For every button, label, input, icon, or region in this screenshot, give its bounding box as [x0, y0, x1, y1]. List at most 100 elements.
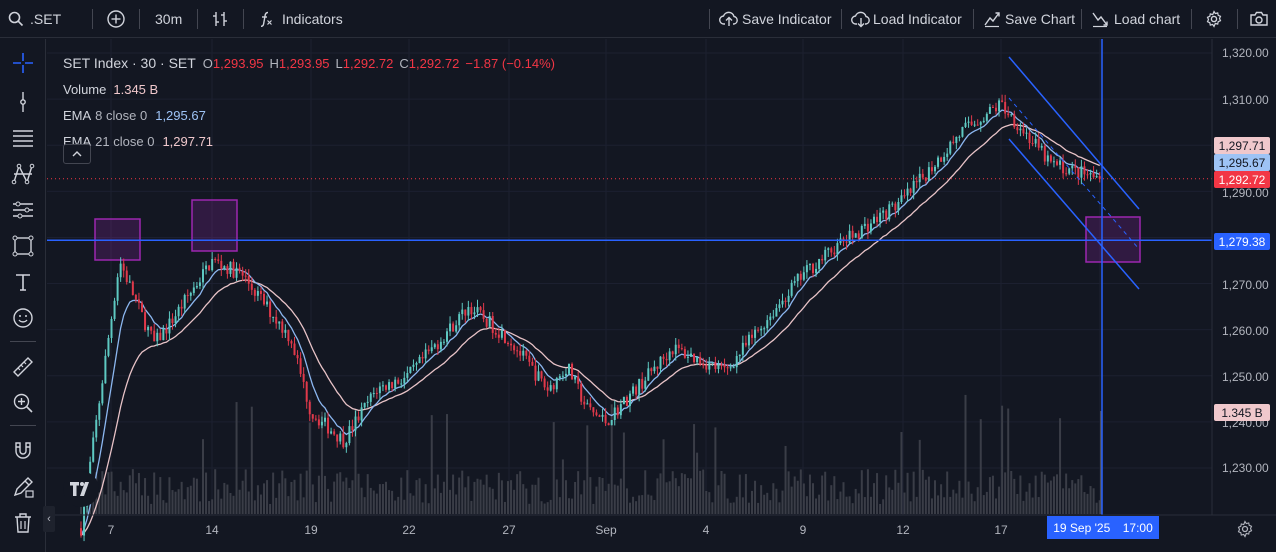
volume-bar [1049, 480, 1052, 514]
volume-bar [854, 488, 857, 514]
candle-body [708, 362, 711, 370]
date-tick: 27 [502, 523, 516, 537]
volume-bar [128, 475, 131, 514]
candle-body [522, 350, 525, 356]
candle-body [189, 292, 192, 296]
legend-ema-8[interactable]: EMA 8 close 0 1,295.67 [63, 102, 555, 128]
load-chart-button[interactable]: Load chart [1091, 0, 1180, 38]
legend-ema-21[interactable]: EMA 21 close 0 1,297.71 [63, 128, 555, 154]
candle-body [113, 300, 116, 319]
candle-body [638, 378, 641, 395]
candle-body [461, 309, 464, 315]
settings-button[interactable] [1205, 0, 1223, 38]
candle-body [918, 173, 921, 183]
candle-body [970, 121, 973, 125]
ema21-params: 21 close 0 [95, 133, 155, 149]
volume-bar [385, 481, 387, 514]
prediction-tool[interactable] [9, 196, 37, 224]
volume-bar [595, 486, 598, 514]
candle-body [320, 421, 323, 426]
volume-bar [1074, 483, 1077, 514]
save-chart-button[interactable]: Save Chart [983, 0, 1075, 38]
symbol-search-button[interactable]: .SET [8, 0, 61, 38]
candle-body [128, 281, 131, 283]
candle-body [531, 361, 534, 366]
candle-body [1001, 100, 1004, 102]
delete-tool[interactable] [9, 509, 37, 537]
volume-bar [336, 473, 339, 514]
indicators-button[interactable]: Indicators [257, 0, 343, 38]
ema21-value: 1,297.71 [162, 133, 214, 149]
snapshot-button[interactable] [1249, 0, 1269, 38]
candle-body [766, 320, 769, 329]
candle-body [366, 401, 369, 403]
volume-bar [381, 484, 384, 514]
emoji-tool[interactable] [9, 304, 37, 332]
volume-bar [296, 500, 299, 514]
candle-body [266, 301, 269, 305]
volume-bar [220, 498, 223, 514]
collapse-toolbar-button[interactable]: ‹ [43, 506, 55, 532]
lock-drawing-tool[interactable] [9, 473, 37, 501]
crosshair-tool[interactable] [9, 49, 37, 77]
candle-body [226, 266, 229, 274]
volume-bar [156, 494, 159, 514]
candle-body [683, 349, 686, 358]
volume-bar [1034, 475, 1037, 514]
candle-body [616, 407, 619, 416]
volume-bar [113, 491, 116, 514]
candle-body [979, 122, 982, 125]
candle-body [92, 437, 95, 462]
volume-bar [229, 492, 232, 514]
volume-bar [211, 499, 214, 514]
candle-body [757, 329, 760, 331]
volume-bar [174, 491, 177, 514]
volume-bar [1092, 488, 1095, 514]
trend-line-tool[interactable] [9, 88, 37, 116]
zoom-tool[interactable] [9, 389, 37, 417]
candle-body [906, 188, 909, 196]
series-title: SET Index · 30 · SET [63, 55, 196, 71]
chart-type-button[interactable] [211, 0, 229, 38]
candle-body [110, 318, 113, 338]
candle-body [714, 362, 717, 369]
load-indicator-label: Load Indicator [873, 11, 962, 27]
pattern-tool[interactable] [9, 160, 37, 188]
volume-bar [686, 478, 689, 514]
volume-bar [827, 500, 830, 514]
scale-settings-button[interactable] [1236, 520, 1254, 543]
candle-body [995, 107, 997, 112]
candle-body [275, 316, 278, 324]
candle-body [665, 358, 668, 361]
candle-body [500, 330, 503, 338]
text-tool[interactable] [9, 268, 37, 296]
fib-tool[interactable] [9, 124, 37, 152]
candle-body [244, 275, 247, 277]
function-icon [260, 11, 272, 27]
candle-body [1043, 145, 1046, 162]
volume-bar [662, 439, 665, 514]
candle-body [439, 341, 442, 350]
candle-body [1037, 138, 1040, 148]
candle-body [360, 407, 363, 421]
candle-body [372, 392, 375, 394]
interval-button[interactable]: 30m [155, 0, 182, 38]
load-indicator-button[interactable]: Load Indicator [851, 0, 962, 38]
shapes-tool[interactable] [9, 232, 37, 260]
candle-body [412, 364, 415, 367]
volume-bar [781, 490, 784, 514]
volume-bar [497, 472, 500, 514]
legend-collapse-button[interactable] [63, 144, 91, 164]
save-indicator-button[interactable]: Save Indicator [719, 0, 832, 38]
volume-bar [1098, 500, 1101, 514]
tradingview-logo[interactable] [63, 471, 99, 507]
compare-button[interactable] [106, 0, 126, 38]
legend-main-series[interactable]: SET Index · 30 · SET O 1,293.95 H 1,293.… [63, 50, 555, 76]
magnet-tool[interactable] [9, 437, 37, 465]
volume-bar [924, 479, 927, 514]
gear-icon [1237, 520, 1253, 538]
measure-tool[interactable] [9, 353, 37, 381]
legend-volume[interactable]: Volume 1.345 B [63, 76, 555, 102]
volume-bar [766, 492, 769, 514]
ema8-label: EMA [63, 107, 92, 123]
